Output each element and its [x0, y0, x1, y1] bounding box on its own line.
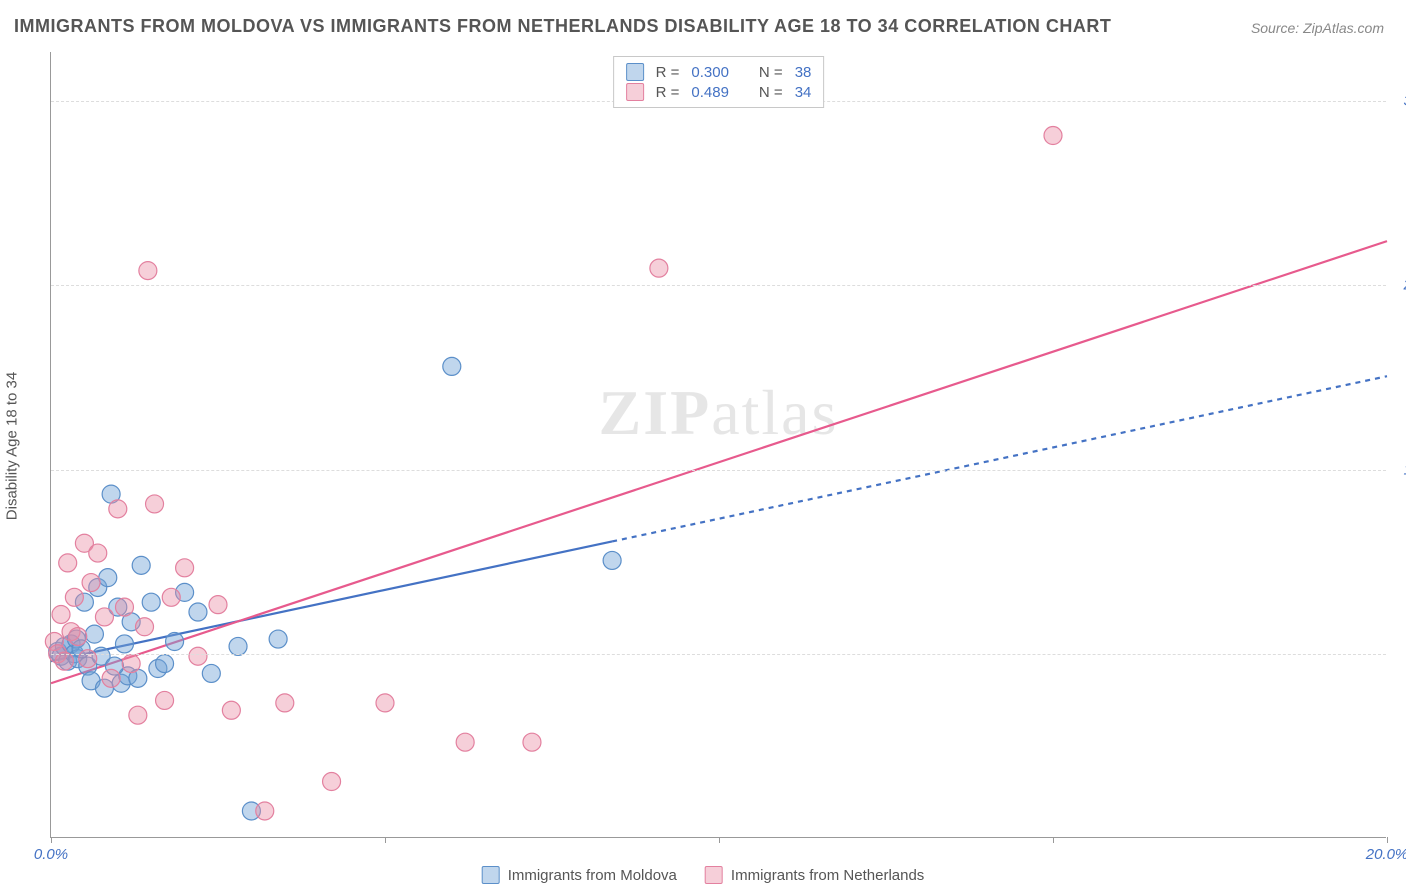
scatter-point-netherlands — [146, 495, 164, 513]
scatter-point-moldova — [132, 556, 150, 574]
scatter-point-netherlands — [79, 650, 97, 668]
scatter-point-netherlands — [139, 262, 157, 280]
scatter-svg — [51, 52, 1386, 837]
swatch-icon — [482, 866, 500, 884]
y-axis-title: Disability Age 18 to 34 — [4, 372, 21, 520]
x-tick-mark — [385, 837, 386, 843]
scatter-point-netherlands — [650, 259, 668, 277]
x-tick-mark — [1387, 837, 1388, 843]
scatter-point-netherlands — [256, 802, 274, 820]
legend-item-moldova: Immigrants from Moldova — [482, 866, 677, 884]
scatter-point-netherlands — [222, 701, 240, 719]
scatter-point-netherlands — [65, 588, 83, 606]
plot-area: ZIPatlas R =0.300N =38R =0.489N =34 7.5%… — [50, 52, 1386, 838]
scatter-point-netherlands — [89, 544, 107, 562]
scatter-point-netherlands — [176, 559, 194, 577]
scatter-point-netherlands — [376, 694, 394, 712]
y-tick-label: 22.5% — [1394, 277, 1406, 294]
x-tick-mark — [719, 837, 720, 843]
scatter-point-moldova — [156, 655, 174, 673]
y-tick-label: 30.0% — [1394, 93, 1406, 110]
scatter-point-moldova — [85, 625, 103, 643]
scatter-point-netherlands — [82, 574, 100, 592]
scatter-point-netherlands — [209, 596, 227, 614]
x-tick-mark — [1053, 837, 1054, 843]
swatch-icon — [626, 83, 644, 101]
grid-line — [51, 654, 1386, 655]
scatter-point-netherlands — [523, 733, 541, 751]
scatter-point-moldova — [166, 633, 184, 651]
scatter-point-netherlands — [55, 652, 73, 670]
scatter-point-moldova — [229, 637, 247, 655]
scatter-point-moldova — [115, 635, 133, 653]
swatch-icon — [705, 866, 723, 884]
scatter-point-moldova — [189, 603, 207, 621]
scatter-point-netherlands — [69, 628, 87, 646]
y-tick-label: 7.5% — [1394, 645, 1406, 662]
x-tick-label: 0.0% — [34, 846, 68, 863]
scatter-point-netherlands — [109, 500, 127, 518]
scatter-point-netherlands — [1044, 127, 1062, 145]
correlation-chart: IMMIGRANTS FROM MOLDOVA VS IMMIGRANTS FR… — [0, 0, 1406, 892]
stat-legend-row-moldova: R =0.300N =38 — [626, 63, 812, 81]
trend-line-netherlands — [51, 241, 1387, 683]
scatter-point-moldova — [99, 569, 117, 587]
scatter-point-netherlands — [129, 706, 147, 724]
scatter-point-netherlands — [156, 691, 174, 709]
scatter-point-netherlands — [456, 733, 474, 751]
scatter-point-netherlands — [189, 647, 207, 665]
scatter-point-netherlands — [136, 618, 154, 636]
y-tick-label: 15.0% — [1394, 461, 1406, 478]
legend-label: Immigrants from Netherlands — [731, 867, 924, 884]
grid-line — [51, 470, 1386, 471]
scatter-point-netherlands — [52, 605, 70, 623]
stat-legend: R =0.300N =38 R =0.489N =34 — [613, 56, 825, 108]
scatter-point-netherlands — [95, 608, 113, 626]
stat-legend-row-netherlands: R =0.489N =34 — [626, 83, 812, 101]
scatter-point-netherlands — [323, 773, 341, 791]
chart-title: IMMIGRANTS FROM MOLDOVA VS IMMIGRANTS FR… — [14, 16, 1111, 37]
legend-item-netherlands: Immigrants from Netherlands — [705, 866, 924, 884]
scatter-point-netherlands — [59, 554, 77, 572]
bottom-legend: Immigrants from Moldova Immigrants from N… — [482, 866, 925, 884]
scatter-point-netherlands — [115, 598, 133, 616]
scatter-point-netherlands — [102, 669, 120, 687]
x-tick-mark — [51, 837, 52, 843]
scatter-point-moldova — [269, 630, 287, 648]
swatch-icon — [626, 63, 644, 81]
scatter-point-netherlands — [122, 655, 140, 673]
scatter-point-moldova — [142, 593, 160, 611]
scatter-point-moldova — [603, 551, 621, 569]
x-tick-label: 20.0% — [1366, 846, 1406, 863]
scatter-point-moldova — [202, 664, 220, 682]
source-label: Source: ZipAtlas.com — [1251, 20, 1384, 36]
scatter-point-moldova — [443, 357, 461, 375]
grid-line — [51, 285, 1386, 286]
legend-label: Immigrants from Moldova — [508, 867, 677, 884]
scatter-point-netherlands — [162, 588, 180, 606]
scatter-point-netherlands — [276, 694, 294, 712]
